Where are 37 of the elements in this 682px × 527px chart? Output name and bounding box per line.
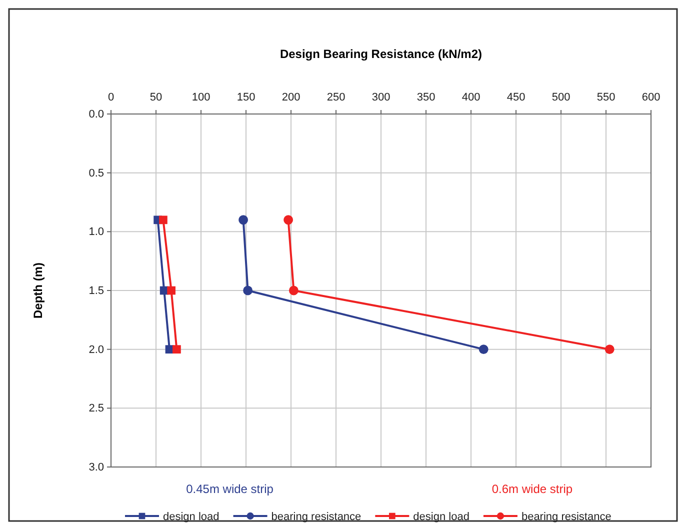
y-tick-label: 2.5 xyxy=(88,402,104,415)
x-tick-label: 550 xyxy=(596,91,616,104)
x-tick-label: 200 xyxy=(282,91,300,104)
point xyxy=(172,345,181,354)
x-tick-label: 500 xyxy=(552,91,570,104)
x-tick-label: 250 xyxy=(326,91,346,104)
point xyxy=(288,286,298,296)
point xyxy=(167,286,176,295)
y-tick-label: 3.0 xyxy=(88,462,104,474)
y-tick-label: 0.0 xyxy=(88,108,104,121)
legend-label: design load xyxy=(413,511,470,523)
x-tick-label: 600 xyxy=(642,91,660,104)
x-tick-label: 0 xyxy=(108,91,114,104)
point xyxy=(284,215,294,225)
point xyxy=(159,216,168,224)
point xyxy=(604,344,614,354)
text: 0.45m wide strip xyxy=(186,482,274,496)
y-tick-label: 1.0 xyxy=(88,226,104,238)
x-tick-label: 150 xyxy=(236,91,256,104)
x-axis-title: Design Bearing Resistance (kN/m2) xyxy=(280,47,482,61)
x-tick-label: 300 xyxy=(372,91,390,104)
y-tick-label: 0.5 xyxy=(88,167,104,180)
y-axis-title: Depth (m) xyxy=(31,262,45,318)
legend-label: bearing resistance xyxy=(271,511,362,523)
point xyxy=(478,344,488,354)
legend-label: design load xyxy=(163,511,220,523)
point xyxy=(243,286,253,296)
x-tick-label: 350 xyxy=(416,91,436,104)
x-tick-label: 450 xyxy=(506,91,526,104)
x-tick-label: 400 xyxy=(462,91,480,104)
y-tick-label: 1.5 xyxy=(88,285,104,298)
point xyxy=(238,215,248,225)
text: 0.6m wide strip xyxy=(492,482,573,496)
y-tick-label: 2.0 xyxy=(88,344,104,356)
x-tick-label: 50 xyxy=(150,91,162,104)
x-tick-label: 100 xyxy=(192,91,210,104)
legend-label: bearing resistance xyxy=(521,511,612,523)
